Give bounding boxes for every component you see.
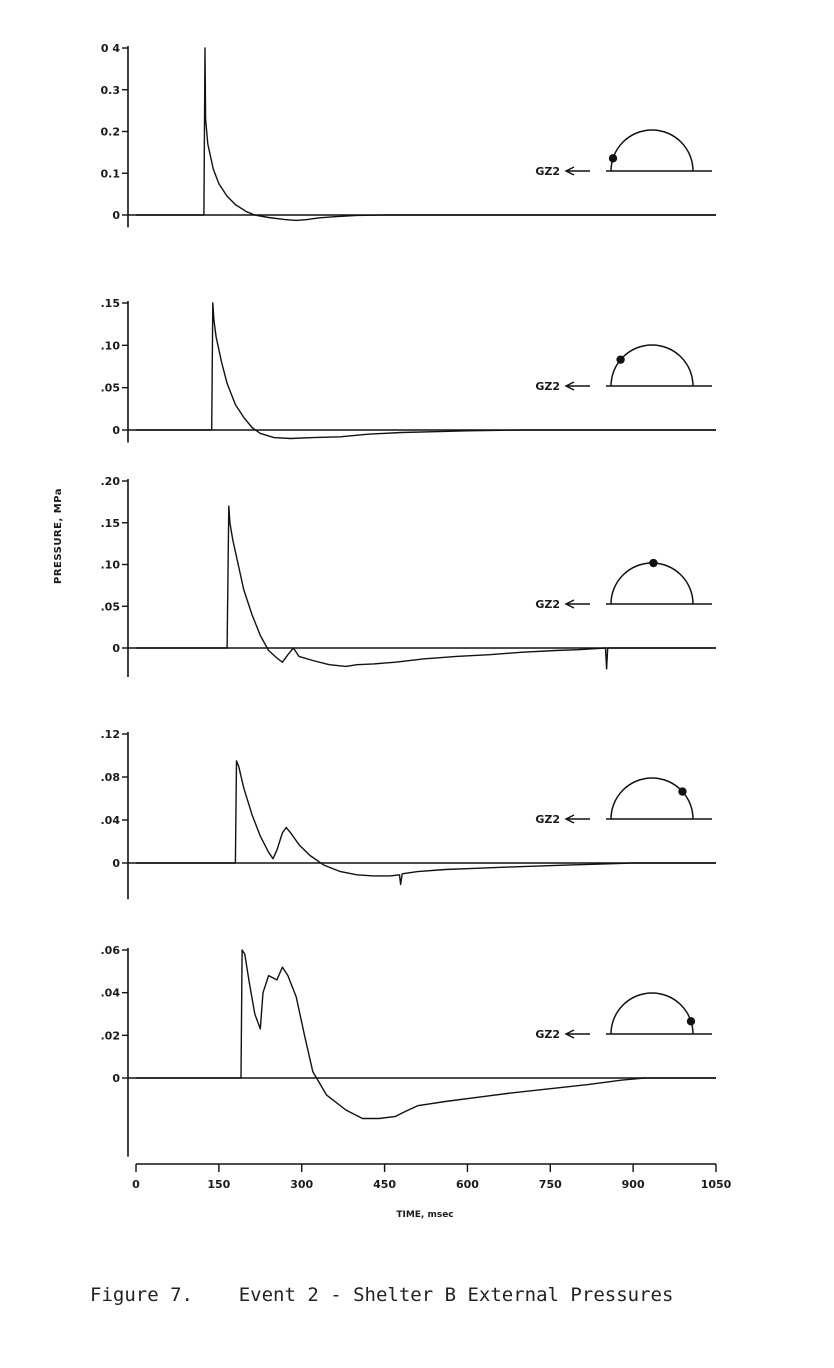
shelter-gauge-location-icon: GZ2 <box>535 777 712 826</box>
y-tick-label: .08 <box>101 771 121 784</box>
y-tick-label: 0 <box>112 209 120 222</box>
y-tick-label: .10 <box>101 339 121 352</box>
x-tick-label: 1050 <box>701 1178 732 1191</box>
panels: 0 0.1 0.2 0.3 0 4 GZ2 0 .05 .10 .15 GZ2 0 .05 .10 .15.… <box>101 42 716 1157</box>
y-tick-label: 0.3 <box>101 84 121 97</box>
y-tick-label: .10 <box>101 559 121 572</box>
pressure-trace <box>136 505 716 670</box>
y-tick-label: 0.2 <box>101 126 121 139</box>
pressure-trace <box>136 760 716 886</box>
gz-arrow-head <box>564 599 575 609</box>
gz2-label: GZ2 <box>535 165 560 178</box>
shelter-arch <box>610 992 694 1035</box>
y-tick-label: .02 <box>101 1029 121 1042</box>
shelter-gauge-location-icon: GZ2 <box>535 558 712 611</box>
y-tick-label: .12 <box>101 728 121 741</box>
panel-5: 0 .02 .04 .06 GZ2 <box>101 944 716 1157</box>
x-axis-label: TIME, msec <box>396 1210 453 1220</box>
shelter-arch <box>610 562 694 605</box>
gz2-label: GZ2 <box>535 380 560 393</box>
pressure-trace <box>136 949 716 1120</box>
x-tick-label: 450 <box>373 1178 396 1191</box>
y-tick-label: .04 <box>101 987 121 1000</box>
gz-arrow-head <box>564 814 575 824</box>
gauge-dot <box>678 787 687 796</box>
shelter-gauge-location-icon: GZ2 <box>535 344 712 393</box>
y-tick-label: .05 <box>101 600 121 613</box>
y-tick-label: .20 <box>101 475 121 488</box>
x-tick-label: 750 <box>539 1178 562 1191</box>
panel-1: 0 0.1 0.2 0.3 0 4 GZ2 <box>101 42 716 228</box>
y-tick-label: 0 <box>112 642 120 655</box>
shelter-arch <box>610 129 694 172</box>
y-tick-label: .15 <box>101 517 121 530</box>
shelter-gauge-location-icon: GZ2 <box>535 129 712 178</box>
gauge-dot <box>608 154 618 163</box>
y-tick-label: 0 <box>112 1072 120 1085</box>
gz-arrow-head <box>564 166 575 176</box>
shelter-arch <box>610 344 694 387</box>
figure-caption: Figure 7. Event 2 - Shelter B External P… <box>90 1284 674 1306</box>
y-tick-label: 0 <box>112 857 120 870</box>
gz-arrow-head <box>564 381 575 391</box>
x-tick-label: 600 <box>456 1178 479 1191</box>
y-tick-label: .06 <box>101 944 121 957</box>
gauge-dot <box>686 1017 696 1026</box>
x-tick-label: 900 <box>622 1178 645 1191</box>
panel-2: 0 .05 .10 .15 GZ2 <box>101 297 716 443</box>
x-tick-label: 300 <box>290 1178 313 1191</box>
gauge-dot <box>616 355 625 364</box>
gz2-label: GZ2 <box>535 598 560 611</box>
panel-4: 0 .04 .08 .12 GZ2 <box>101 728 716 900</box>
gz-arrow-head <box>564 1029 575 1039</box>
y-axis-label: PRESSURE, MPa <box>53 488 64 584</box>
shelter-arch <box>610 777 694 820</box>
x-tick-label: 0 <box>132 1178 140 1191</box>
y-tick-label: .04 <box>101 814 121 827</box>
y-tick-label: .15 <box>101 297 121 310</box>
gz2-label: GZ2 <box>535 1028 560 1041</box>
gauge-dot <box>649 558 658 568</box>
y-tick-label: 0 <box>112 424 120 437</box>
pressure-trace <box>136 47 716 222</box>
shelter-gauge-location-icon: GZ2 <box>535 992 712 1041</box>
y-tick-label: .05 <box>101 382 121 395</box>
y-tick-label: 0.1 <box>101 167 121 180</box>
time-axis: 0 150 300 450 600 750 900 1050 <box>132 1163 732 1191</box>
pressure-trace <box>136 302 716 440</box>
panel-3: 0 .05 .10 .15 .20 GZ2 <box>101 475 716 678</box>
x-tick-label: 150 <box>207 1178 230 1191</box>
gz2-label: GZ2 <box>535 813 560 826</box>
y-tick-label: 0 4 <box>101 42 120 55</box>
